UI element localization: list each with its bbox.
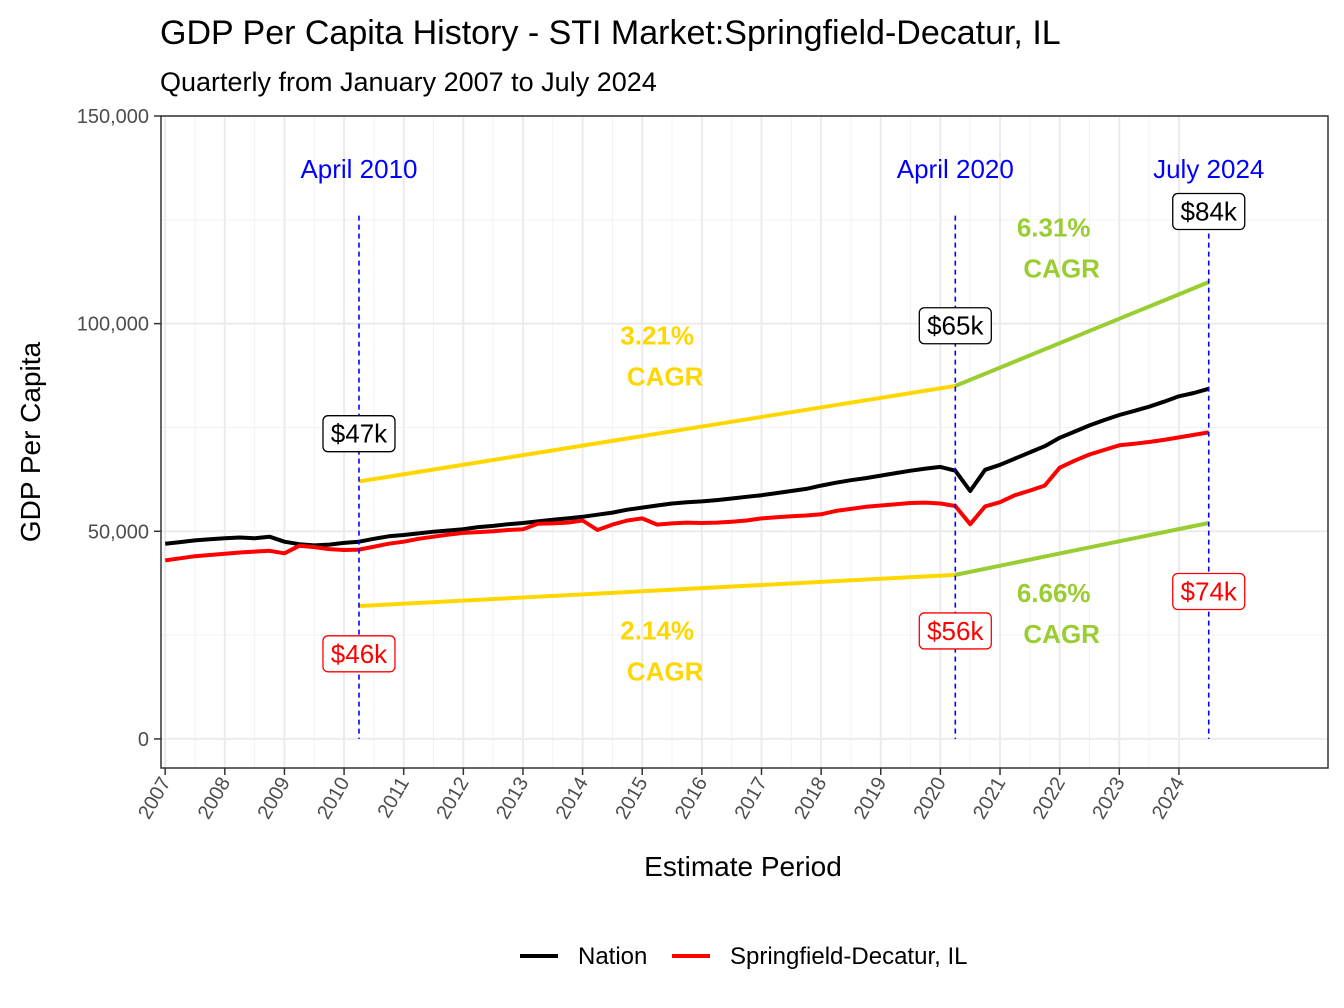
- x-tick-label: 2014: [552, 774, 593, 824]
- cagr-unit: CAGR: [627, 361, 704, 391]
- gridlines: [161, 115, 1328, 768]
- y-tick-label: 100,000: [77, 314, 149, 336]
- x-tick-label: 2019: [850, 774, 891, 824]
- legend: Nation Springfield-Decatur, IL: [520, 943, 967, 970]
- x-tick-label: 2017: [731, 774, 772, 824]
- value-badge-text-4: $56k: [927, 616, 984, 646]
- cagr-label-0: 3.21% CAGR: [620, 320, 703, 391]
- value-badge-3: [322, 635, 396, 673]
- legend-label-springfield: Springfield-Decatur, IL: [730, 943, 967, 970]
- legend-label-nation: Nation: [578, 943, 647, 970]
- cagr-line-3: [954, 521, 1210, 577]
- chart-title: GDP Per Capita History - STI Market:Spri…: [160, 14, 1061, 52]
- cagr-label-1: 6.31% CAGR: [1017, 212, 1100, 283]
- x-tick-label: 2021: [969, 774, 1010, 824]
- value-badge-text-0: $47k: [331, 419, 388, 449]
- value-badge-4: [918, 612, 992, 650]
- value-badge-1: [918, 307, 992, 345]
- cagr-line-1: [954, 280, 1210, 388]
- x-tick-label: 2018: [790, 774, 831, 824]
- cagr-unit: CAGR: [1023, 619, 1100, 649]
- y-tick-label: 0: [138, 729, 149, 751]
- y-axis: 0 50,000 100,000 150,000: [77, 106, 161, 751]
- cagr-unit: CAGR: [1023, 253, 1100, 283]
- x-tick-label: 2009: [253, 774, 294, 824]
- cagr-pct: 6.66%: [1017, 578, 1091, 608]
- cagr-pct: 3.21%: [620, 320, 694, 350]
- x-tick-label: 2012: [432, 774, 473, 824]
- x-tick-label: 2022: [1029, 774, 1070, 824]
- value-badge-text-3: $46k: [331, 639, 388, 669]
- y-tick-label: 50,000: [88, 521, 149, 543]
- x-tick-label: 2015: [611, 774, 652, 824]
- y-axis-title: GDP Per Capita: [15, 341, 46, 542]
- x-tick-label: 2013: [492, 774, 533, 824]
- x-tick-label: 2011: [373, 774, 414, 822]
- x-tick-label: 2024: [1148, 774, 1189, 824]
- value-badge-text-2: $84k: [1181, 197, 1238, 227]
- x-tick-label: 2010: [313, 774, 354, 824]
- cagr-pct: 6.31%: [1017, 212, 1091, 242]
- x-tick-label: 2016: [671, 774, 712, 824]
- value-badge-0: [322, 415, 396, 453]
- x-axis: 2007 2008 2009 2010 2011 2012 2013 2014 2015 2016…: [134, 768, 1189, 823]
- cagr-line-0: [358, 383, 956, 484]
- series-line-springfield: [164, 430, 1210, 563]
- cagr-label-2: 2.14% CAGR: [620, 615, 703, 686]
- x-tick-label: 2007: [134, 774, 175, 824]
- x-tick-label: 2020: [909, 774, 950, 824]
- plot-panel: [160, 115, 1329, 769]
- x-axis-title: Estimate Period: [644, 851, 842, 882]
- cagr-label-3: 6.66% CAGR: [1017, 578, 1100, 649]
- reference-label-1: April 2020: [897, 154, 1014, 184]
- cagr-unit: CAGR: [627, 656, 704, 686]
- series-line-nation: [164, 386, 1210, 548]
- reference-label-2: July 2024: [1153, 154, 1264, 184]
- value-labels: $47k $65k $84k $46k $56k $74k: [322, 192, 1246, 673]
- cagr-pct: 2.14%: [620, 615, 694, 645]
- cagr-line-2: [358, 572, 956, 609]
- series-lines: [164, 386, 1210, 563]
- value-badge-2: [1172, 192, 1246, 231]
- reference-label-0: April 2010: [300, 154, 417, 184]
- cagr-lines: 3.21% CAGR 6.31% CAGR 2.14% CAGR 6.66% CAGR: [358, 212, 1210, 686]
- x-tick-label: 2008: [194, 774, 235, 824]
- x-tick-label: 2023: [1088, 774, 1129, 824]
- value-badge-text-5: $74k: [1181, 577, 1238, 607]
- value-badge-5: [1172, 572, 1246, 611]
- y-tick-label: 150,000: [77, 106, 149, 128]
- chart-subtitle: Quarterly from January 2007 to July 2024: [160, 67, 657, 97]
- value-badge-text-1: $65k: [927, 311, 984, 341]
